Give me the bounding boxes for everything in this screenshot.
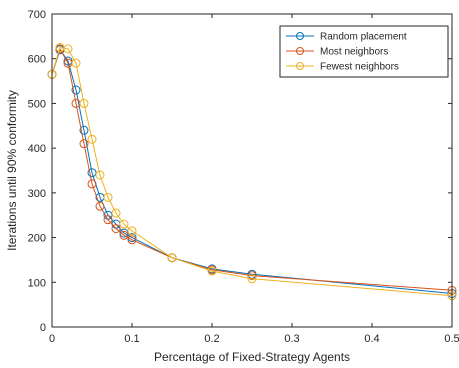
data-point xyxy=(79,125,89,135)
data-layer xyxy=(47,43,457,301)
data-point xyxy=(103,215,113,225)
y-axis-ticks: 0 100 200 300 400 500 600 700 xyxy=(28,9,452,334)
y-tick-label: 400 xyxy=(28,143,46,155)
legend-label: Random placement xyxy=(320,32,407,43)
series-2 xyxy=(47,43,457,301)
data-point xyxy=(87,168,97,178)
y-axis-label: Iterations until 90% conformity xyxy=(5,90,19,251)
series-0 xyxy=(47,45,457,298)
data-point xyxy=(111,208,121,218)
data-point xyxy=(71,58,81,68)
x-tick-label: 0.4 xyxy=(364,333,379,345)
y-tick-label: 100 xyxy=(28,277,46,289)
data-point xyxy=(87,134,97,144)
data-point xyxy=(247,271,257,281)
data-point xyxy=(127,226,137,236)
data-point xyxy=(119,228,129,238)
data-point xyxy=(247,274,257,284)
x-tick-label: 0.2 xyxy=(204,333,219,345)
legend-marker xyxy=(296,47,304,55)
y-tick-label: 300 xyxy=(28,188,46,200)
x-axis-label: Percentage of Fixed-Strategy Agents xyxy=(154,350,350,364)
legend-marker xyxy=(296,32,304,40)
legend-marker xyxy=(296,62,304,70)
data-point xyxy=(95,201,105,211)
data-point xyxy=(71,85,81,95)
data-point xyxy=(167,253,177,263)
series-1 xyxy=(47,44,457,295)
x-tick-label: 0 xyxy=(49,333,55,345)
legend-item: Most neighbors xyxy=(286,47,388,58)
plot-frame xyxy=(51,13,453,328)
legend-item: Random placement xyxy=(286,32,407,43)
x-tick-label: 0.5 xyxy=(444,333,459,345)
data-point xyxy=(119,219,129,229)
data-point xyxy=(111,224,121,234)
legend-label: Most neighbors xyxy=(320,47,388,58)
legend-label: Fewest neighbors xyxy=(320,62,399,73)
x-tick-label: 0.3 xyxy=(284,333,299,345)
x-axis-ticks: 0 0.1 0.2 0.3 0.4 0.5 xyxy=(49,14,459,345)
data-point xyxy=(127,235,137,245)
y-tick-label: 700 xyxy=(28,9,46,21)
y-tick-label: 600 xyxy=(28,54,46,66)
y-tick-label: 0 xyxy=(40,322,46,334)
data-point xyxy=(63,44,73,54)
legend-item: Fewest neighbors xyxy=(286,62,399,73)
series-line xyxy=(51,48,453,294)
y-tick-label: 500 xyxy=(28,98,46,110)
y-tick-label: 200 xyxy=(28,233,46,245)
data-point xyxy=(79,139,89,149)
x-tick-label: 0.1 xyxy=(124,333,139,345)
data-point xyxy=(95,170,105,180)
data-point xyxy=(207,266,217,276)
data-point xyxy=(79,98,89,108)
data-point xyxy=(87,179,97,189)
data-point xyxy=(103,192,113,202)
data-point xyxy=(119,230,129,240)
legend: Random placement Most neighbors Fewest nei… xyxy=(279,25,449,78)
series-line xyxy=(51,47,453,291)
series-line xyxy=(51,46,453,297)
